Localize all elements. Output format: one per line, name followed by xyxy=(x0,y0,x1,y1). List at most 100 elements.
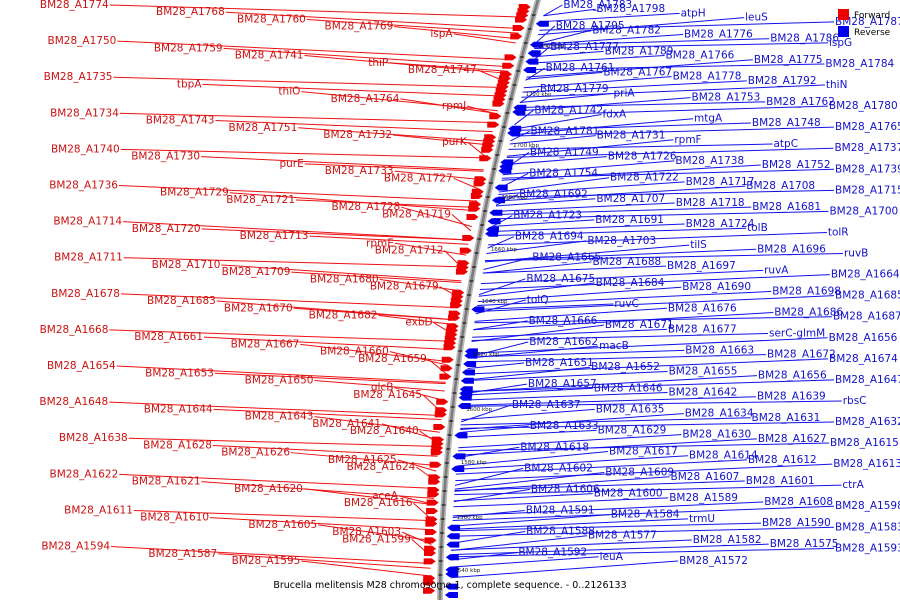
forward-gene-label: BM28_A1667 xyxy=(231,338,300,350)
forward-label-connector xyxy=(314,379,445,392)
forward-label-connector xyxy=(309,235,469,245)
reverse-gene-label: macB xyxy=(599,340,629,352)
reverse-label-connector xyxy=(460,417,751,426)
reverse-gene-arrow xyxy=(507,130,521,136)
legend: Forward Reverse xyxy=(838,9,891,38)
forward-gene-label: BM28_A1735 xyxy=(44,71,113,83)
legend-reverse-swatch xyxy=(838,26,849,37)
kbp-tick-label: 1740 kbp xyxy=(538,44,564,50)
forward-gene-label: BM28_A1727 xyxy=(384,172,453,184)
forward-gene-label: BM28_A1679 xyxy=(370,281,439,293)
reverse-label-connector xyxy=(464,375,757,393)
forward-gene-label: BM28_A1764 xyxy=(331,93,400,105)
reverse-label-connector xyxy=(519,88,540,104)
reverse-gene-label: fdxA xyxy=(602,109,627,121)
reverse-gene-label: BM28_A1766 xyxy=(666,50,735,62)
reverse-gene-arrow xyxy=(487,218,501,225)
reverse-gene-label: BM28_A1692 xyxy=(519,189,588,201)
forward-label-connector xyxy=(133,509,433,522)
forward-label-connector xyxy=(301,560,431,577)
reverse-label-connector xyxy=(450,560,679,579)
forward-label-connector xyxy=(201,228,470,241)
reverse-gene-label: BM28_A1629 xyxy=(598,424,667,436)
reverse-gene-label: priA xyxy=(613,87,635,99)
reverse-label-connector xyxy=(535,29,592,45)
forward-gene-label: BM28_A1774 xyxy=(40,0,109,11)
reverse-gene-label: BM28_A1600 xyxy=(594,488,663,500)
reverse-gene-label: BM28_A1708 xyxy=(746,180,815,192)
reverse-label-connector xyxy=(450,552,518,561)
forward-gene-label: purE xyxy=(279,158,303,170)
forward-gene-label: BM28_A1625 xyxy=(328,454,397,466)
reverse-gene-label: BM28_A1608 xyxy=(764,496,833,508)
reverse-label-connector xyxy=(453,497,669,508)
reverse-label-connector xyxy=(460,421,835,429)
reverse-label-connector xyxy=(451,526,835,537)
reverse-gene-arrow xyxy=(512,109,526,115)
forward-gene-label: purK xyxy=(442,136,468,148)
reverse-gene-label: BM28_A1753 xyxy=(691,92,760,104)
reverse-label-connector xyxy=(464,379,835,392)
reverse-gene-label: BM28_A1631 xyxy=(752,412,821,424)
reverse-gene-label: BM28_A1639 xyxy=(757,391,826,403)
reverse-gene-label: BM28_A1780 xyxy=(829,100,898,112)
forward-gene-arrow xyxy=(473,180,486,187)
reverse-gene-label: BM28_A1637 xyxy=(512,399,581,411)
forward-gene-arrow xyxy=(515,16,528,23)
forward-label-connector xyxy=(119,473,435,489)
reverse-label-connector xyxy=(454,476,670,492)
reverse-gene-label: BM28_A1775 xyxy=(754,54,823,66)
reverse-label-connector xyxy=(488,231,827,246)
forward-gene-arrow xyxy=(423,558,436,565)
reverse-label-connector xyxy=(476,295,835,313)
forward-label-connector xyxy=(427,358,448,375)
reverse-label-connector xyxy=(451,539,692,551)
reverse-label-connector xyxy=(457,446,520,459)
forward-gene-arrow xyxy=(433,424,446,430)
reverse-gene-label: BM28_A1630 xyxy=(682,429,751,441)
reverse-label-connector xyxy=(451,531,526,544)
reverse-label-connector xyxy=(452,505,835,521)
reverse-gene-label: mtgA xyxy=(694,113,723,125)
reverse-gene-label: BM28_A1697 xyxy=(667,260,736,272)
forward-gene-label: BM28_A1616 xyxy=(344,497,413,509)
kbp-tick-label: 1620 kbp xyxy=(473,352,499,358)
forward-gene-arrow xyxy=(443,344,456,351)
forward-gene-label: BM28_A1661 xyxy=(134,331,203,343)
reverse-label-connector xyxy=(487,236,515,249)
reverse-gene-arrow xyxy=(529,41,543,48)
reverse-gene-label: BM28_A1707 xyxy=(596,193,665,205)
reverse-label-connector xyxy=(491,215,513,228)
forward-gene-label: BM28_A1659 xyxy=(358,353,427,365)
forward-gene-label: BM28_A1719 xyxy=(382,208,451,220)
forward-gene-arrow xyxy=(479,155,492,162)
reverse-gene-label: BM28_A1778 xyxy=(673,71,742,83)
forward-label-connector xyxy=(128,437,439,447)
forward-gene-arrow xyxy=(448,314,461,321)
reverse-label-connector xyxy=(454,484,842,496)
forward-gene-label: aceA xyxy=(372,490,399,502)
reverse-label-connector xyxy=(501,168,835,179)
reverse-gene-arrow xyxy=(527,50,541,57)
kbp-tick-label: 1700 kbp xyxy=(513,143,539,149)
forward-label-connector xyxy=(394,26,517,40)
forward-gene-label: BM28_A1682 xyxy=(309,309,378,321)
reverse-gene-label: BM28_A1601 xyxy=(746,475,815,487)
reverse-label-connector xyxy=(479,274,830,290)
reverse-gene-label: BM28_A1577 xyxy=(588,530,657,542)
reverse-gene-label: BM28_A1694 xyxy=(515,231,584,243)
reverse-gene-label: BM28_A1589 xyxy=(669,492,738,504)
forward-label-connector xyxy=(119,112,495,124)
forward-label-connector xyxy=(291,271,462,284)
forward-gene-label: BM28_A1732 xyxy=(323,129,392,141)
reverse-label-connector xyxy=(531,50,604,58)
reverse-gene-label: BM28_A1584 xyxy=(611,509,680,521)
reverse-label-connector xyxy=(452,522,762,532)
reverse-gene-label: BM28_A1652 xyxy=(591,361,660,373)
reverse-gene-label: BM28_A1717 xyxy=(686,176,755,188)
forward-gene-label: BM28_A1714 xyxy=(53,216,122,228)
forward-gene-label: BM28_A1620 xyxy=(234,483,303,495)
gene-feature-arrows xyxy=(423,4,549,598)
forward-label-connector xyxy=(451,214,472,232)
reverse-label-connector xyxy=(483,257,532,270)
